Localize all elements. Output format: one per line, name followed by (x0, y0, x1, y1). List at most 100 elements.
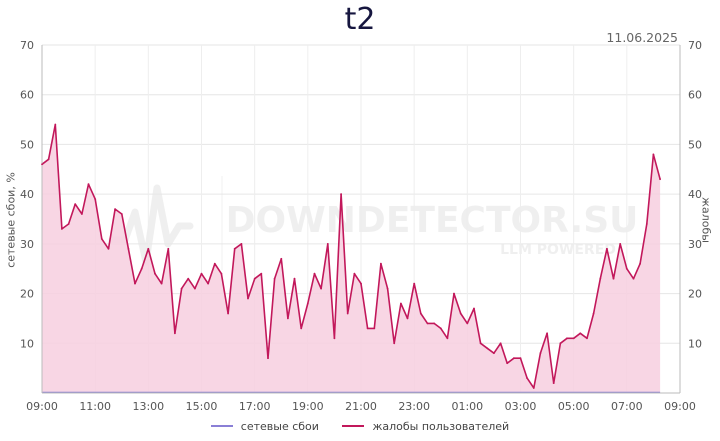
complaints-point (486, 347, 489, 350)
x-tick-label: 15:00 (186, 400, 218, 413)
complaints-point (47, 158, 50, 161)
complaints-point (326, 243, 329, 245)
complaints-point (466, 322, 469, 325)
x-tick-label: 09:00 (26, 400, 58, 413)
complaints-point (393, 342, 396, 345)
complaints-point (446, 337, 449, 340)
watermark: DOWNDETECTOR.SU LLM POWERED (108, 176, 639, 270)
complaints-point (413, 282, 416, 285)
complaints-point (373, 327, 376, 330)
complaints-point (313, 272, 316, 275)
data-points (41, 123, 661, 389)
complaints-point (499, 342, 502, 345)
complaints-point (41, 163, 43, 166)
complaints-point (207, 282, 210, 285)
complaints-point (380, 262, 382, 265)
axes: 10 10 20 20 30 30 40 40 50 50 60 60 70 70 09:00 11:00 13… (20, 39, 702, 413)
complaints-point (233, 247, 236, 250)
complaints-point (645, 223, 648, 225)
x-tick-label: 03:00 (505, 400, 537, 413)
complaints-point (519, 357, 522, 360)
complaints-point (220, 272, 223, 275)
complaints-point (107, 247, 110, 250)
y-tick-label-right: 60 (688, 89, 702, 102)
complaints-point (74, 203, 77, 206)
complaints-point (81, 213, 83, 215)
complaints-point (526, 377, 528, 379)
y-tick-label-right: 40 (688, 188, 702, 201)
y-tick-label-right: 70 (688, 39, 702, 52)
complaints-point (240, 243, 243, 245)
complaints-point (94, 198, 97, 201)
complaints-point (287, 317, 289, 320)
complaints-point (366, 327, 369, 330)
y-tick-label-left: 40 (20, 188, 34, 201)
legend-label-network: сетевые сбои (240, 419, 319, 433)
complaints-point (453, 292, 455, 295)
x-tick-label: 17:00 (239, 400, 271, 413)
legend: сетевые сбои жалобы пользователей (0, 417, 720, 433)
complaints-point (360, 282, 362, 285)
complaints-point (160, 282, 163, 285)
complaints-point (632, 277, 635, 280)
complaints-point (120, 213, 123, 215)
complaints-point (213, 262, 216, 265)
complaints-point (260, 272, 263, 275)
y-tick-label-left: 70 (20, 39, 34, 52)
complaints-point (639, 262, 641, 265)
watermark-text: DOWNDETECTOR.SU (226, 200, 639, 241)
complaints-point (61, 228, 63, 230)
legend-item-network: сетевые сбои (210, 419, 319, 433)
complaints-point (552, 382, 555, 384)
complaints-point (612, 277, 615, 280)
x-tick-label: 09:00 (664, 400, 696, 413)
chart-title: t2 (344, 2, 376, 37)
y-tick-label-right: 50 (688, 138, 702, 151)
chart-date: 11.06.2025 (606, 30, 678, 45)
complaints-point (599, 277, 602, 280)
complaints-point (87, 183, 90, 186)
complaints-point (659, 178, 661, 181)
legend-swatch-network (210, 425, 233, 427)
legend-item-complaints: жалобы пользователей (342, 420, 509, 433)
complaints-point (174, 332, 176, 335)
complaints-point (572, 337, 575, 340)
complaints-point (493, 352, 495, 355)
x-tick-label: 01:00 (451, 400, 483, 413)
complaints-point (54, 123, 57, 126)
complaints-point (180, 287, 183, 290)
complaints-point (513, 357, 515, 360)
y-tick-label-right: 10 (688, 337, 702, 350)
complaints-point (140, 267, 143, 270)
complaints-point (559, 342, 562, 345)
watermark-logo (108, 184, 194, 266)
y-tick-label-right: 30 (688, 238, 702, 251)
x-tick-label: 23:00 (398, 400, 430, 413)
complaints-point (539, 352, 542, 355)
complaints-point (586, 337, 588, 340)
complaints-point (479, 342, 482, 345)
complaints-point (439, 327, 442, 330)
complaints-point (306, 302, 309, 305)
complaints-point (253, 277, 256, 280)
complaints-line (41, 123, 661, 389)
complaints-point (194, 287, 196, 290)
complaints-point (267, 357, 269, 360)
complaints-point (273, 277, 276, 280)
complaints-point (200, 272, 203, 275)
series-area-layer (41, 123, 661, 394)
x-tick-label: 05:00 (558, 400, 590, 413)
y-tick-label-left: 60 (20, 89, 34, 102)
y-tick-label-left: 20 (20, 288, 34, 301)
complaints-point (320, 287, 322, 290)
legend-label-complaints: жалобы пользователей (372, 419, 510, 433)
complaints-point (127, 247, 130, 250)
complaints-point (592, 312, 595, 315)
y-tick-label-left: 30 (20, 238, 34, 251)
complaints-point (532, 387, 535, 389)
x-tick-label: 11:00 (79, 400, 111, 413)
complaints-point (386, 287, 389, 290)
complaints-point (114, 208, 116, 211)
complaints-point (426, 322, 429, 325)
